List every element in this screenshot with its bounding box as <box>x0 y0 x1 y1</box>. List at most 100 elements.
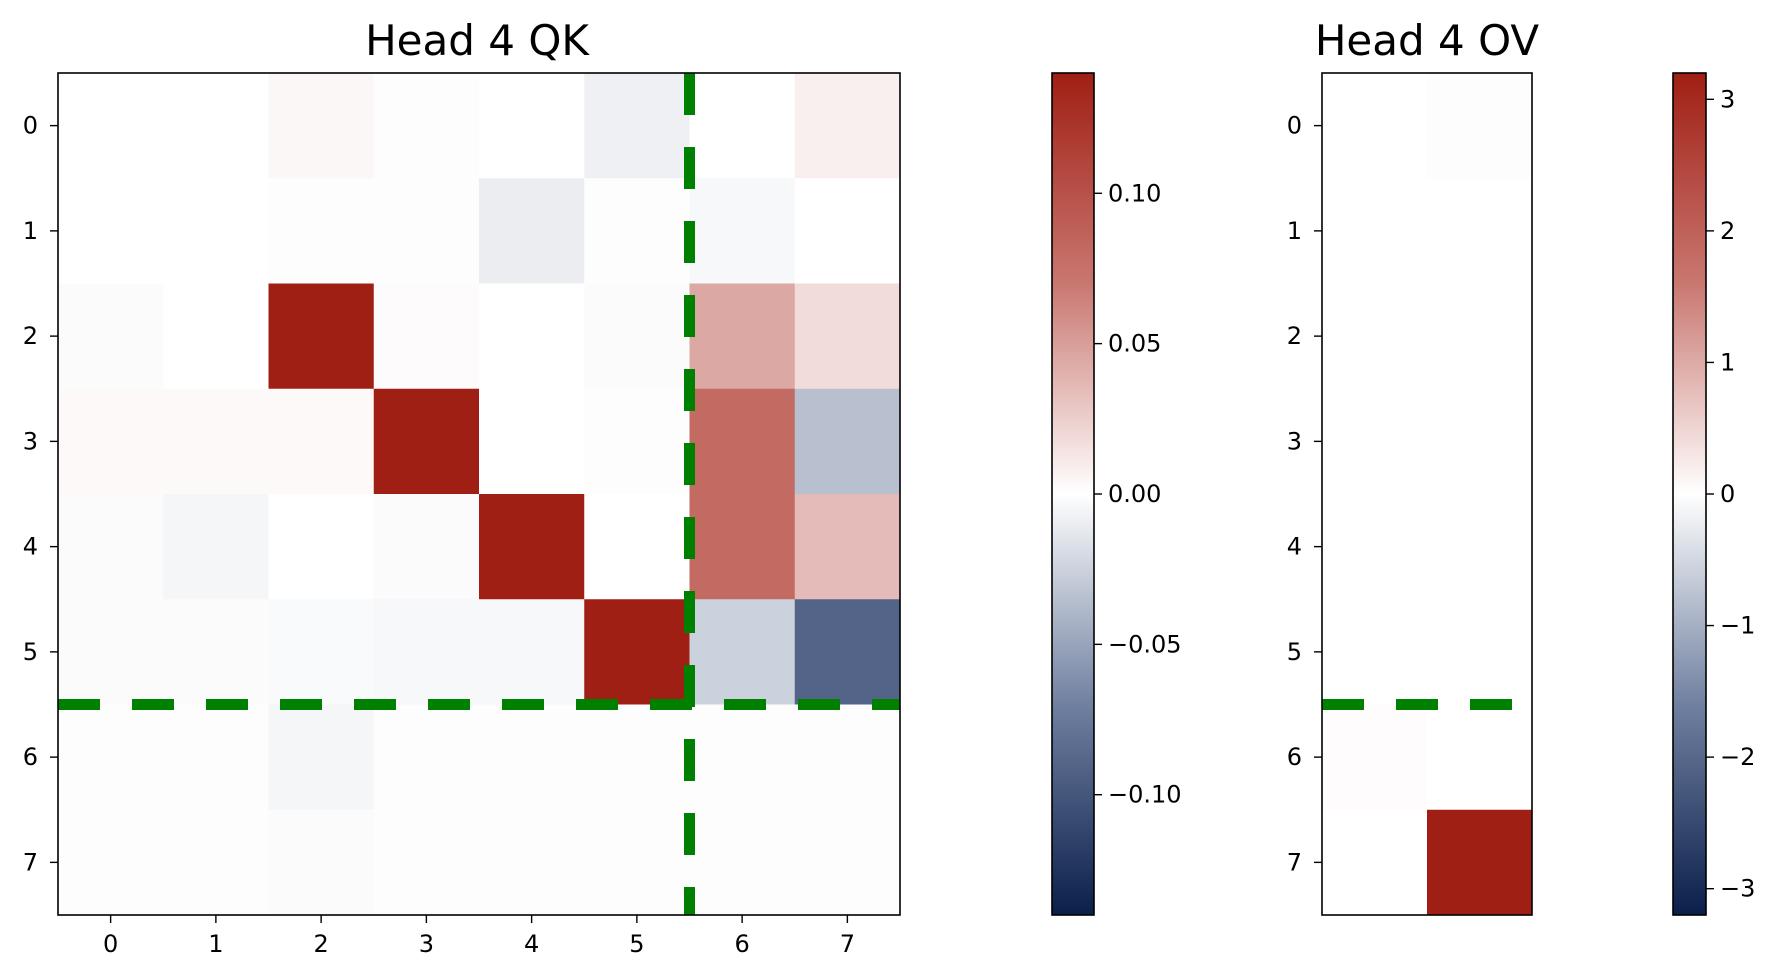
qk-y-axis: 0 1 2 3 4 5 6 7 <box>23 112 58 876</box>
y-tick-label: 6 <box>1287 743 1302 771</box>
ov-colorbar: 3 2 1 0 −1 −2 −3 <box>1672 72 1755 916</box>
colorbar-tick-label: 3 <box>1720 85 1735 113</box>
x-tick-label: 6 <box>734 930 749 958</box>
heatmap-cell <box>1322 599 1428 705</box>
ov-plot-frame <box>1321 72 1533 916</box>
ov-y-axis: 0 1 2 3 4 5 6 7 <box>1287 112 1322 876</box>
heatmap-cell <box>479 494 585 600</box>
heatmap-cell <box>163 178 269 284</box>
y-tick-label: 7 <box>23 848 38 876</box>
heatmap-cell <box>1427 388 1533 495</box>
heatmap-cell <box>689 704 796 811</box>
heatmap-cell <box>689 388 796 495</box>
heatmap-cell <box>794 73 901 179</box>
heatmap-cell <box>1322 388 1428 495</box>
heatmap-cell <box>1322 809 1428 916</box>
heatmap-cell <box>373 178 480 284</box>
heatmap-cell <box>479 599 585 705</box>
heatmap-cell <box>1427 283 1533 390</box>
heatmap-cell <box>689 809 796 916</box>
y-tick-label: 5 <box>1287 638 1302 666</box>
heatmap-cell <box>584 388 690 495</box>
heatmap-cell <box>58 388 164 495</box>
heatmap-cell <box>1427 178 1533 284</box>
heatmap-cell <box>58 809 164 916</box>
x-tick-label: 2 <box>313 930 328 958</box>
y-tick-label: 2 <box>23 322 38 350</box>
qk-title: Head 4 QK <box>365 16 590 65</box>
qk-colorbar-ticks: 0.10 0.05 0.00 −0.05 −0.10 <box>1094 179 1182 809</box>
heatmap-cell <box>1322 73 1428 179</box>
heatmap-cell <box>689 494 796 600</box>
heatmap-cell <box>1427 599 1533 705</box>
colorbar-tick-label: 0.05 <box>1108 330 1161 358</box>
colorbar-tick-label: 1 <box>1720 348 1735 376</box>
heatmap-cell <box>58 599 164 705</box>
heatmap-cell <box>479 388 585 495</box>
heatmap-cell <box>1322 178 1428 284</box>
heatmap-cell <box>584 809 690 916</box>
y-tick-label: 0 <box>23 112 38 140</box>
heatmap-cell <box>689 178 796 284</box>
heatmap-cell <box>689 599 796 705</box>
y-tick-label: 3 <box>23 427 38 455</box>
colorbar-tick-label: 0.10 <box>1108 179 1161 207</box>
qk-colorbar-gradient <box>1051 72 1095 916</box>
heatmap-cell <box>584 73 690 179</box>
qk-colorbar: 0.10 0.05 0.00 −0.05 −0.10 <box>1051 72 1182 916</box>
heatmap-cell <box>268 599 375 705</box>
y-tick-label: 6 <box>23 743 38 771</box>
heatmap-cell <box>794 388 901 495</box>
y-tick-label: 1 <box>1287 217 1302 245</box>
heatmap-cell <box>373 809 480 916</box>
heatmap-cell <box>58 283 164 390</box>
ov-heatmap-chart: Head 4 OV 0 1 2 3 4 5 6 7 <box>1287 16 1540 916</box>
heatmap-cell <box>1427 704 1533 811</box>
colorbar-tick-label: 2 <box>1720 217 1735 245</box>
ov-colorbar-gradient <box>1672 72 1707 916</box>
qk-heatmap-chart: Head 4 QK 0 1 2 3 4 5 6 7 0 1 2 3 4 5 6 7 <box>23 16 901 958</box>
heatmap-cell <box>584 599 690 705</box>
heatmap-cell <box>163 494 269 600</box>
heatmap-cell <box>58 178 164 284</box>
y-tick-label: 4 <box>1287 533 1302 561</box>
heatmap-cell <box>479 178 585 284</box>
y-tick-label: 7 <box>1287 848 1302 876</box>
ov-cells <box>1322 73 1533 916</box>
y-tick-label: 4 <box>23 533 38 561</box>
heatmap-cell <box>794 809 901 916</box>
heatmap-cell <box>479 283 585 390</box>
heatmap-cell <box>163 388 269 495</box>
colorbar-tick-label: 0 <box>1720 480 1735 508</box>
x-tick-label: 3 <box>419 930 434 958</box>
colorbar-tick-label: −1 <box>1720 612 1755 640</box>
heatmap-cell <box>373 73 480 179</box>
colorbar-tick-label: −3 <box>1720 875 1755 903</box>
heatmap-cell <box>584 494 690 600</box>
heatmap-cell <box>373 599 480 705</box>
heatmap-cell <box>1427 494 1533 600</box>
heatmap-cell <box>584 283 690 390</box>
ov-title: Head 4 OV <box>1315 16 1540 65</box>
x-tick-label: 1 <box>208 930 223 958</box>
heatmap-cell <box>268 283 375 390</box>
heatmap-cell <box>479 809 585 916</box>
colorbar-tick-label: 0.00 <box>1108 480 1161 508</box>
heatmap-cell <box>268 73 375 179</box>
heatmap-cell <box>268 494 375 600</box>
heatmap-cell <box>1322 283 1428 390</box>
heatmap-cell <box>268 809 375 916</box>
heatmap-cell <box>1427 73 1533 179</box>
heatmap-cell <box>584 704 690 811</box>
heatmap-cell <box>163 809 269 916</box>
heatmap-cell <box>163 704 269 811</box>
qk-x-axis: 0 1 2 3 4 5 6 7 <box>103 915 855 958</box>
x-tick-label: 5 <box>629 930 644 958</box>
y-tick-label: 1 <box>23 217 38 245</box>
x-tick-label: 4 <box>524 930 539 958</box>
heatmap-cell <box>58 73 164 179</box>
heatmap-cell <box>268 388 375 495</box>
y-tick-label: 2 <box>1287 322 1302 350</box>
x-tick-label: 0 <box>103 930 118 958</box>
heatmap-cell <box>479 73 585 179</box>
